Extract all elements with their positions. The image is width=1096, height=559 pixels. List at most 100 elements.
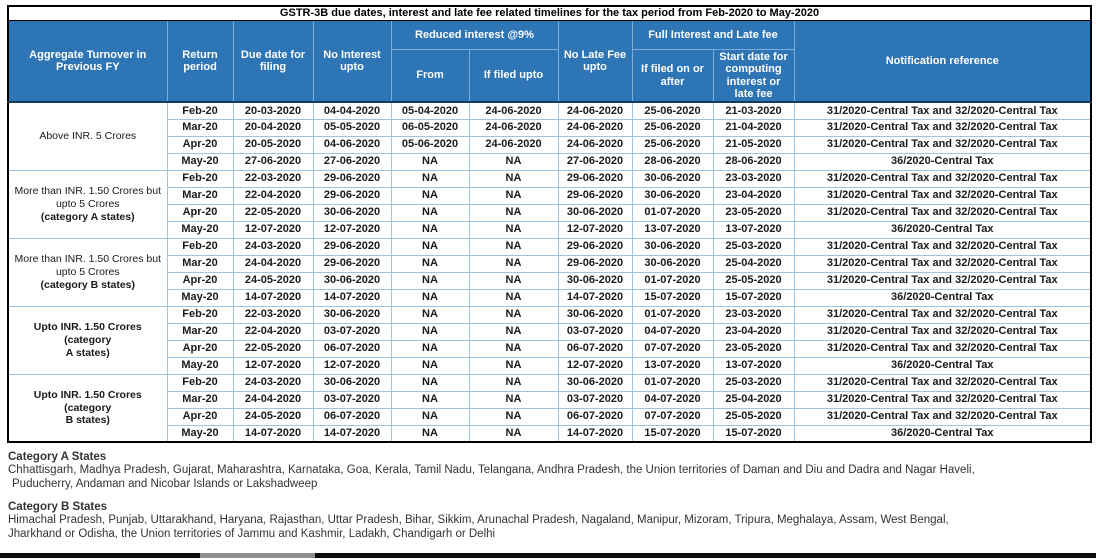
cell-reduced-if-filed-upto: 24-06-2020 [468, 101, 559, 120]
cell-reduced-from: NA [390, 237, 470, 256]
category-b-heading: Category B States [8, 501, 108, 514]
table-row: Mar-20 22-04-2020 03-07-2020 NA NA 03-07-2020… [8, 322, 1092, 341]
header-reduced-interest-group: Reduced interest @9% [390, 20, 559, 50]
cell-start-date-computing: 28-06-2020 [712, 152, 795, 171]
cell-due-date-for-filing: 22-03-2020 [232, 169, 314, 188]
cell-no-late-fee-upto: 14-07-2020 [557, 288, 633, 307]
cell-due-date-for-filing: 24-05-2020 [232, 407, 314, 426]
header-reduced-from: From [390, 49, 470, 103]
cell-return-period: Apr-20 [166, 339, 234, 358]
table-body: Above INR. 5 Crores Feb-20 20-03-2020 04-04… [7, 101, 1092, 443]
cell-notification-reference: 31/2020-Central Tax and 32/2020-Central … [793, 169, 1092, 188]
cell-no-interest-upto: 04-06-2020 [312, 135, 392, 154]
cell-no-late-fee-upto: 29-06-2020 [557, 186, 633, 205]
cell-reduced-from: NA [390, 339, 470, 358]
cell-no-late-fee-upto: 14-07-2020 [557, 424, 633, 443]
cell-if-filed-on-or-after: 07-07-2020 [631, 407, 714, 426]
table-row: Mar-20 22-04-2020 29-06-2020 NA NA 29-06-2020… [8, 186, 1092, 205]
cell-reduced-from: NA [390, 169, 470, 188]
cell-no-late-fee-upto: 06-07-2020 [557, 339, 633, 358]
cell-if-filed-on-or-after: 13-07-2020 [631, 356, 714, 375]
cell-due-date-for-filing: 22-05-2020 [232, 203, 314, 222]
cell-no-interest-upto: 12-07-2020 [312, 356, 392, 375]
cell-reduced-from: NA [390, 203, 470, 222]
cell-due-date-for-filing: 24-04-2020 [232, 254, 314, 273]
cell-notification-reference: 31/2020-Central Tax and 32/2020-Central … [793, 237, 1092, 256]
cell-notification-reference: 36/2020-Central Tax [793, 424, 1092, 443]
cell-return-period: Mar-20 [166, 254, 234, 273]
turnover-group-label: Upto INR. 1.50 Crores (category B states) [7, 373, 168, 443]
cell-reduced-from: 05-06-2020 [390, 135, 470, 154]
cell-reduced-if-filed-upto: NA [468, 237, 559, 256]
cell-reduced-from: NA [390, 356, 470, 375]
table-row: Apr-20 20-05-2020 04-06-2020 05-06-2020 24-0… [8, 135, 1092, 154]
cell-reduced-if-filed-upto: NA [468, 254, 559, 273]
cell-if-filed-on-or-after: 13-07-2020 [631, 220, 714, 239]
cell-reduced-if-filed-upto: NA [468, 220, 559, 239]
table-row: More than INR. 1.50 Crores but upto 5 Cro… [7, 237, 1092, 307]
cell-no-late-fee-upto: 24-06-2020 [557, 135, 633, 154]
table-title-row: GSTR-3B due dates, interest and late fee… [7, 5, 1092, 21]
header-start-date-computing: Start date for computing interest or lat… [712, 49, 795, 103]
cell-due-date-for-filing: 20-03-2020 [232, 101, 314, 120]
cell-reduced-from: NA [390, 186, 470, 205]
cell-no-late-fee-upto: 29-06-2020 [557, 237, 633, 256]
cell-no-late-fee-upto: 12-07-2020 [557, 356, 633, 375]
header-reduced-if-filed-upto: If filed upto [468, 49, 559, 103]
header-no-interest-upto: No Interest upto [312, 20, 392, 103]
cell-no-interest-upto: 05-05-2020 [312, 118, 392, 137]
cell-if-filed-on-or-after: 30-06-2020 [631, 237, 714, 256]
cell-if-filed-on-or-after: 04-07-2020 [631, 390, 714, 409]
turnover-group-label: More than INR. 1.50 Crores but upto 5 Cro… [7, 237, 168, 307]
cell-due-date-for-filing: 22-04-2020 [232, 322, 314, 341]
cell-due-date-for-filing: 22-03-2020 [232, 305, 314, 324]
cell-no-late-fee-upto: 03-07-2020 [557, 390, 633, 409]
cell-if-filed-on-or-after: 01-07-2020 [631, 305, 714, 324]
cell-start-date-computing: 15-07-2020 [712, 424, 795, 443]
table-row: Mar-20 20-04-2020 05-05-2020 06-05-2020 24-0… [8, 118, 1092, 137]
cell-start-date-computing: 23-05-2020 [712, 203, 795, 222]
cell-start-date-computing: 25-04-2020 [712, 254, 795, 273]
cell-reduced-if-filed-upto: NA [468, 152, 559, 171]
cell-no-late-fee-upto: 06-07-2020 [557, 407, 633, 426]
cell-no-interest-upto: 12-07-2020 [312, 220, 392, 239]
cell-no-late-fee-upto: 30-06-2020 [557, 271, 633, 290]
header-due-date-for-filing: Due date for filing [232, 20, 314, 103]
cell-start-date-computing: 15-07-2020 [712, 288, 795, 307]
cell-return-period: Feb-20 [166, 169, 234, 188]
cell-if-filed-on-or-after: 01-07-2020 [631, 203, 714, 222]
cell-reduced-from: NA [390, 322, 470, 341]
cell-reduced-from: NA [390, 271, 470, 290]
cell-start-date-computing: 23-05-2020 [712, 339, 795, 358]
cell-return-period: Apr-20 [166, 407, 234, 426]
cell-reduced-from: NA [390, 288, 470, 307]
cell-start-date-computing: 23-03-2020 [712, 305, 795, 324]
cell-no-interest-upto: 29-06-2020 [312, 169, 392, 188]
cell-due-date-for-filing: 20-04-2020 [232, 118, 314, 137]
cell-if-filed-on-or-after: 25-06-2020 [631, 118, 714, 137]
cell-due-date-for-filing: 27-06-2020 [232, 152, 314, 171]
cell-due-date-for-filing: 24-04-2020 [232, 390, 314, 409]
cell-if-filed-on-or-after: 25-06-2020 [631, 101, 714, 120]
cell-start-date-computing: 25-04-2020 [712, 390, 795, 409]
cell-start-date-computing: 13-07-2020 [712, 356, 795, 375]
video-timeline-bar[interactable] [0, 553, 1096, 558]
cell-if-filed-on-or-after: 25-06-2020 [631, 135, 714, 154]
cell-start-date-computing: 21-03-2020 [712, 101, 795, 120]
cell-if-filed-on-or-after: 01-07-2020 [631, 373, 714, 392]
cell-if-filed-on-or-after: 30-06-2020 [631, 169, 714, 188]
timeline-watched-segment [200, 553, 315, 558]
cell-no-late-fee-upto: 29-06-2020 [557, 169, 633, 188]
table-row: May-20 27-06-2020 27-06-2020 NA NA 27-06-2020… [8, 152, 1092, 171]
cell-notification-reference: 31/2020-Central Tax and 32/2020-Central … [793, 271, 1092, 290]
category-b-line-1: Himachal Pradesh, Punjab, Uttarakhand, H… [8, 514, 949, 527]
cell-reduced-if-filed-upto: NA [468, 390, 559, 409]
cell-due-date-for-filing: 20-05-2020 [232, 135, 314, 154]
cell-no-interest-upto: 30-06-2020 [312, 305, 392, 324]
cell-notification-reference: 31/2020-Central Tax and 32/2020-Central … [793, 101, 1092, 120]
table-row: More than INR. 1.50 Crores but upto 5 Cro… [7, 169, 1092, 239]
cell-due-date-for-filing: 22-04-2020 [232, 186, 314, 205]
cell-no-interest-upto: 30-06-2020 [312, 203, 392, 222]
cell-notification-reference: 36/2020-Central Tax [793, 220, 1092, 239]
cell-return-period: Mar-20 [166, 118, 234, 137]
